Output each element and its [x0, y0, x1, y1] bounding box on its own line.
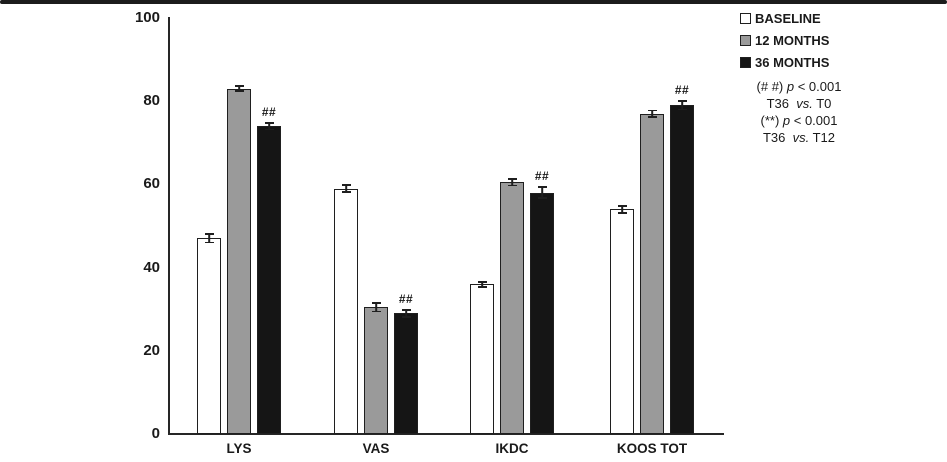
legend-label-36-months: 36 MONTHS: [755, 55, 830, 70]
x-axis-label-lys: LYS: [226, 441, 252, 456]
baseline-swatch-icon: [740, 13, 751, 24]
error-bar-36-months-koos-tot: [677, 100, 687, 111]
error-bar-12-months-ikdc: [507, 178, 517, 187]
bar-baseline-koos-tot: [610, 209, 634, 434]
significance-note: (# #) p < 0.001 T36 vs. T0 (**) p < 0.001 T…: [723, 78, 875, 146]
bar-36-months-ikdc: [530, 192, 554, 434]
bar-12-months-vas: [364, 307, 388, 434]
significance-note-line: (# #) p < 0.001: [756, 79, 842, 94]
x-axis-label-vas: VAS: [362, 441, 390, 456]
error-bar-baseline-vas: [341, 184, 351, 193]
bar-36-months-koos-tot: [670, 105, 694, 434]
error-bar-baseline-ikdc: [477, 280, 487, 288]
error-bar-36-months-ikdc: [537, 186, 547, 199]
bar-36-months-vas: [394, 313, 418, 434]
legend-label-12-months: 12 MONTHS: [755, 33, 830, 48]
36-months-swatch-icon: [740, 57, 751, 68]
significance-note-line: T36 vs. T12: [762, 130, 836, 145]
y-axis-tick-label: 100: [134, 9, 160, 26]
error-bar-36-months-lys: [264, 122, 274, 131]
12-months-swatch-icon: [740, 35, 751, 46]
figure-top-border: [0, 0, 947, 4]
significance-marker-koos-tot: ##: [674, 83, 690, 98]
bar-12-months-koos-tot: [640, 113, 664, 434]
bar-36-months-lys: [257, 126, 281, 434]
x-axis-line: [168, 433, 724, 435]
y-axis-line: [168, 17, 170, 435]
legend-item-baseline: BASELINE: [740, 11, 940, 26]
significance-marker-ikdc: ##: [534, 169, 550, 184]
error-bar-36-months-vas: [401, 309, 411, 318]
plot-area: ## ## ## ##: [170, 18, 723, 434]
y-axis-tick-label: 80: [143, 92, 160, 110]
significance-marker-lys: ##: [261, 105, 277, 119]
bar-baseline-ikdc: [470, 284, 494, 434]
y-axis-tick-label: 20: [143, 341, 160, 359]
x-axis-label-ikdc: IKDC: [495, 441, 529, 456]
significance-note-line: T36 vs. T0: [766, 96, 832, 111]
legend-item-36-months: 36 MONTHS: [740, 55, 940, 70]
error-bar-baseline-koos-tot: [617, 205, 627, 214]
legend: BASELINE 12 MONTHS 36 MONTHS (# #) p < 0…: [740, 11, 940, 146]
error-bar-12-months-koos-tot: [647, 109, 657, 118]
significance-marker-vas: ##: [398, 292, 414, 307]
legend-item-12-months: 12 MONTHS: [740, 33, 940, 48]
x-axis-label-koos-tot: KOOS TOT: [616, 441, 688, 456]
error-bar-12-months-vas: [371, 302, 381, 313]
y-axis-tick-label: 40: [143, 258, 160, 276]
bar-12-months-ikdc: [500, 182, 524, 434]
bar-baseline-lys: [197, 238, 221, 434]
legend-label-baseline: BASELINE: [755, 11, 821, 26]
error-bar-12-months-lys: [234, 85, 244, 93]
y-axis-tick-label: 0: [151, 425, 160, 442]
error-bar-baseline-lys: [204, 233, 214, 244]
bar-baseline-vas: [334, 188, 358, 434]
bar-12-months-lys: [227, 88, 251, 434]
significance-note-line: (**) p < 0.001: [760, 113, 838, 128]
y-axis-tick-label: 60: [143, 175, 160, 193]
